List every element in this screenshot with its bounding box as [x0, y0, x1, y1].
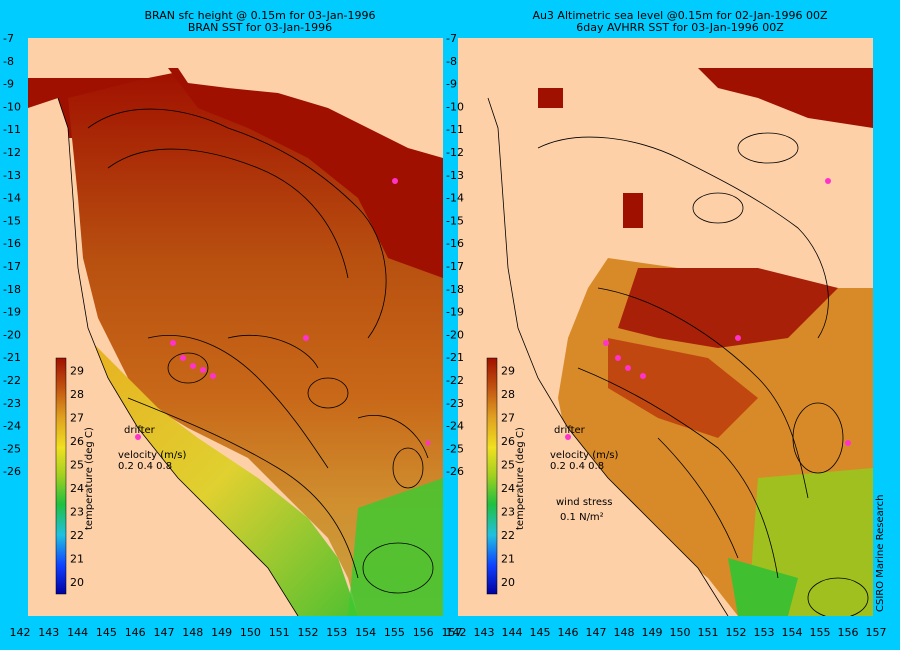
lat-tick-left: -24 [3, 420, 21, 433]
lon-tick-left: 148 [182, 626, 203, 639]
lat-tick-left: -22 [3, 374, 21, 387]
right-title-line1: Au3 Altimetric sea level @0.15m for 02-J… [532, 9, 828, 22]
lon-tick-right: 155 [810, 626, 831, 639]
right-map [458, 68, 873, 616]
lat-tick-left: -17 [3, 260, 21, 273]
lon-tick-left: 143 [38, 626, 59, 639]
left-map-panel [28, 38, 443, 616]
lon-tick-left: 147 [154, 626, 175, 639]
lat-tick-left: -7 [3, 32, 14, 45]
no-data-north [458, 78, 873, 288]
avhrr-warm-patch [608, 338, 758, 438]
lat-tick-left: -8 [3, 55, 14, 68]
lat-tick-left: -23 [3, 397, 21, 410]
right-map-panel [458, 38, 873, 616]
lat-tick-left: -25 [3, 442, 21, 455]
hot-patch-2 [623, 193, 643, 228]
longitude-tick-labels: 142 142 143 143 144 144 145 145 146 146 147 147 148 1… [10, 626, 887, 639]
lon-tick-right: 148 [614, 626, 635, 639]
lat-tick-left: -18 [3, 283, 21, 296]
lon-tick-left: 146 [125, 626, 146, 639]
coral-sea-water [68, 68, 443, 616]
lon-tick-right: 147 [586, 626, 607, 639]
left-map [28, 68, 443, 616]
lon-tick-right: 142 [446, 626, 467, 639]
lon-tick-right: 146 [558, 626, 579, 639]
avhrr-hot-patch [618, 268, 838, 348]
lon-tick-left: 145 [96, 626, 117, 639]
lon-tick-right: 143 [474, 626, 495, 639]
lat-tick-left: -14 [3, 192, 21, 205]
hot-patch-1 [538, 88, 563, 108]
drifter-tracks [170, 178, 431, 446]
lon-tick-right: 151 [698, 626, 719, 639]
lat-tick-left: -10 [3, 100, 21, 113]
right-title-line2: 6day AVHRR SST for 03-Jan-1996 00Z [576, 21, 784, 34]
australia-land [28, 98, 298, 616]
lat-tick-middle: -8 [446, 55, 457, 68]
lat-tick-left: -15 [3, 214, 21, 227]
lon-tick-left: 153 [326, 626, 347, 639]
lon-tick-left: 152 [298, 626, 319, 639]
png-land [178, 68, 443, 158]
lon-tick-right: 152 [726, 626, 747, 639]
png-hot-water-right [698, 68, 873, 128]
sea-height-contours [87, 108, 434, 594]
lon-tick-left: 151 [269, 626, 290, 639]
lon-tick-right: 150 [670, 626, 691, 639]
avhrr-green-coast [728, 558, 798, 616]
left-title-line1: BRAN sfc height @ 0.15m for 03-Jan-1996 [144, 9, 376, 22]
lat-tick-left: -11 [3, 123, 21, 136]
lon-tick-left: 154 [355, 626, 376, 639]
lat-tick-left: -12 [3, 146, 21, 159]
right-title: Au3 Altimetric sea level @0.15m for 02-J… [490, 10, 870, 34]
lon-tick-left: 149 [211, 626, 232, 639]
lat-tick-left: -26 [3, 465, 21, 478]
left-title-line2: BRAN SST for 03-Jan-1996 [187, 21, 333, 34]
lat-tick-left: -21 [3, 351, 21, 364]
altimetric-contours [537, 132, 869, 616]
lon-tick-right: 156 [838, 626, 859, 639]
lon-tick-right: 149 [642, 626, 663, 639]
australia-land-right [458, 98, 728, 616]
lat-tick-left: -9 [3, 78, 14, 91]
lon-tick-left: 144 [67, 626, 88, 639]
lon-tick-right: 144 [502, 626, 523, 639]
coastline [57, 97, 299, 616]
lat-tick-left: -19 [3, 306, 21, 319]
lat-tick-left: -20 [3, 328, 21, 341]
cool-water [348, 478, 443, 616]
coastal-warm-band [88, 338, 358, 616]
lat-tick-middle: -9 [446, 78, 457, 91]
lon-tick-left: 157 [442, 626, 463, 639]
drifter-tracks-right [603, 178, 851, 446]
lon-tick-right: 145 [530, 626, 551, 639]
lat-tick-left: -13 [3, 169, 21, 182]
left-title: BRAN sfc height @ 0.15m for 03-Jan-1996 … [70, 10, 450, 34]
coastline-right [487, 97, 729, 616]
lon-tick-left: 155 [384, 626, 405, 639]
lon-tick-right: 154 [782, 626, 803, 639]
lon-tick-left: 150 [240, 626, 261, 639]
lat-tick-left: -16 [3, 237, 21, 250]
lon-tick-right: 157 [866, 626, 887, 639]
lon-tick-left: 156 [413, 626, 434, 639]
lon-tick-right: 153 [754, 626, 775, 639]
lon-tick-left: 142 [10, 626, 31, 639]
credit-text: CSIRO Marine Research [875, 495, 886, 612]
